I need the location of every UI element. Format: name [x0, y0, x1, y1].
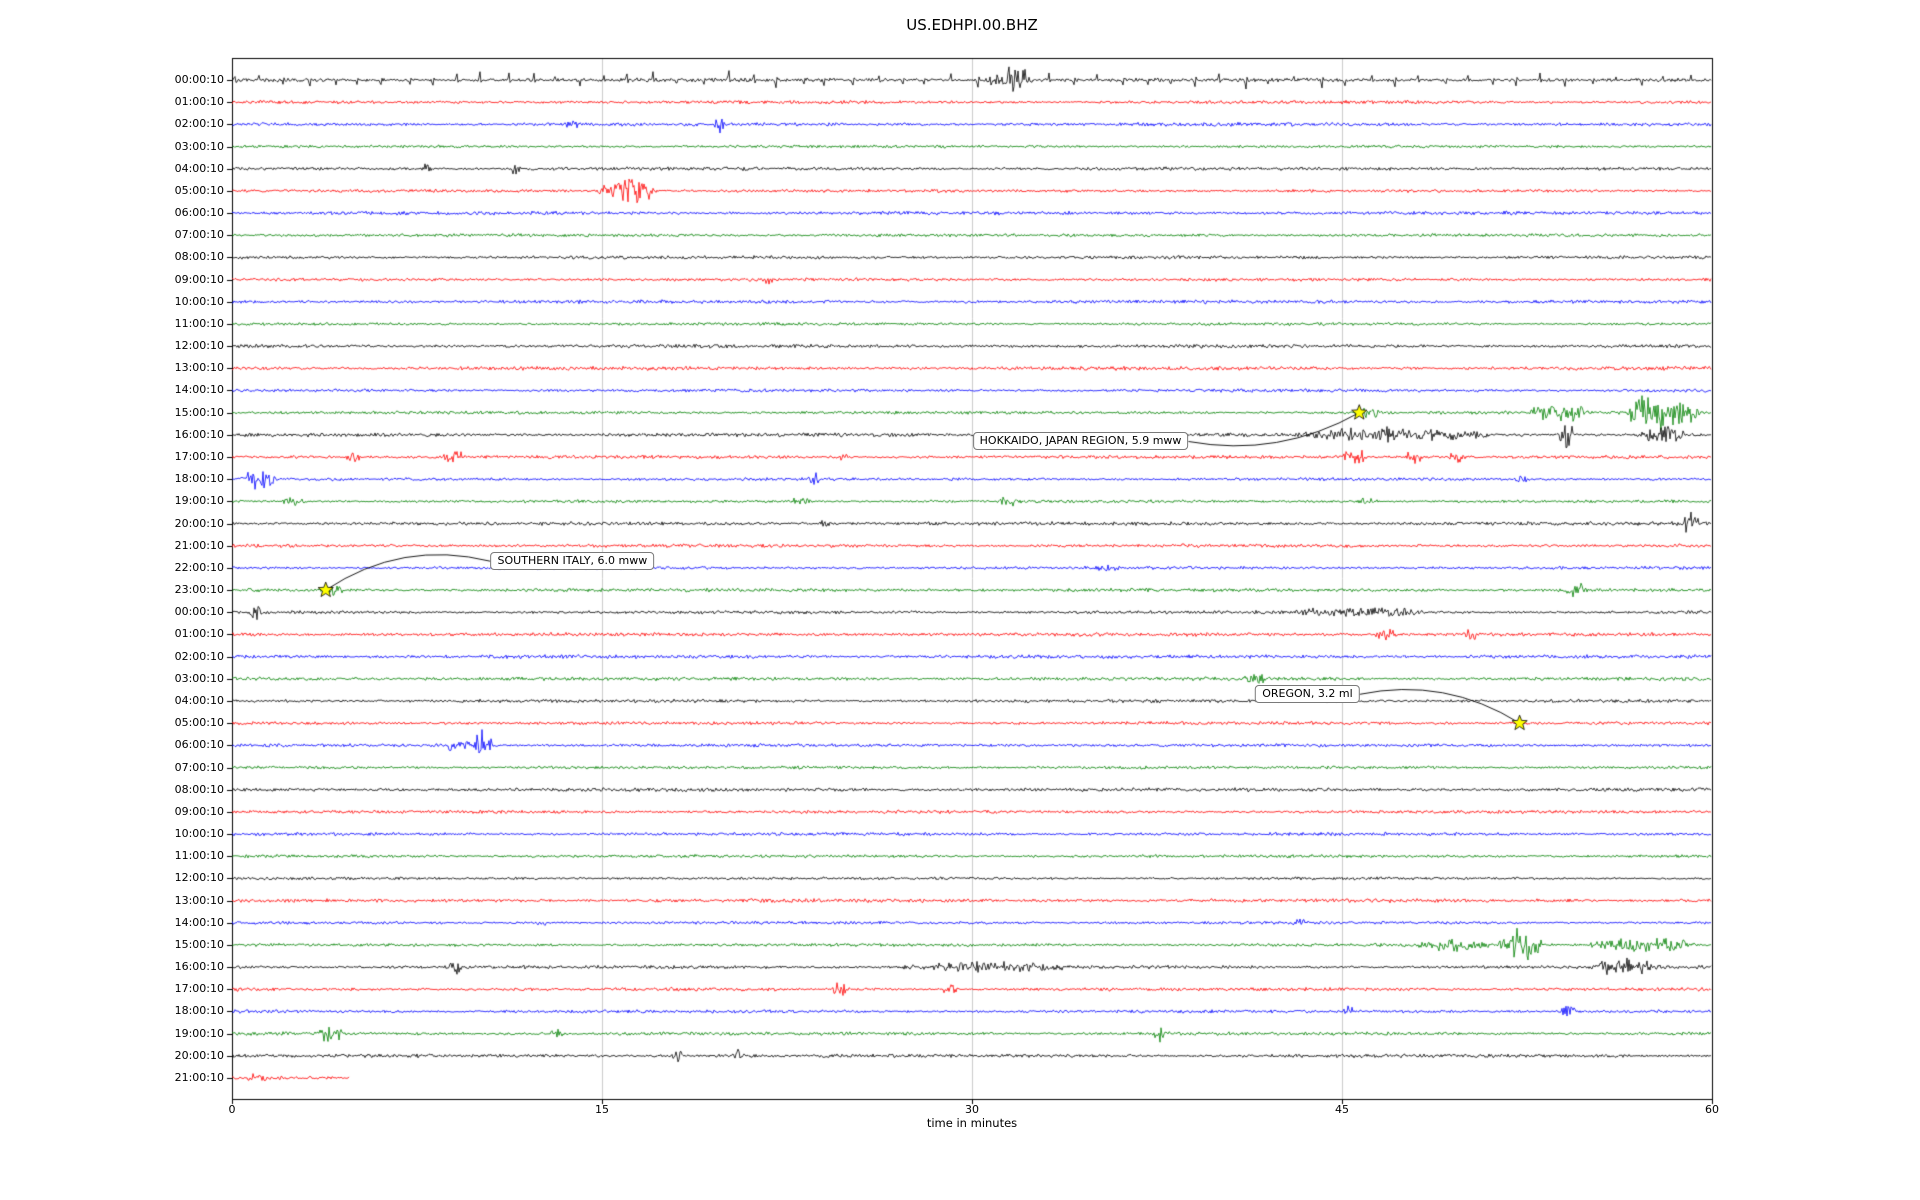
row-time-label: 04:00:10 [174, 161, 224, 175]
row-time-label: 01:00:10 [174, 95, 224, 109]
row-time-label: 06:00:10 [174, 206, 224, 220]
row-time-label: 20:00:10 [174, 1048, 224, 1062]
row-time-label: 07:00:10 [174, 760, 224, 774]
row-time-label: 17:00:10 [174, 982, 224, 996]
x-tick-label: 60 [1705, 1103, 1719, 1116]
row-time-label: 17:00:10 [174, 450, 224, 464]
row-time-label: 18:00:10 [174, 472, 224, 486]
row-time-label: 03:00:10 [174, 139, 224, 153]
row-time-label: 13:00:10 [174, 893, 224, 907]
row-time-label: 15:00:10 [174, 405, 224, 419]
row-time-label: 09:00:10 [174, 804, 224, 818]
row-time-label: 21:00:10 [174, 538, 224, 552]
row-time-label: 05:00:10 [174, 183, 224, 197]
row-time-label: 19:00:10 [174, 494, 224, 508]
row-time-label: 20:00:10 [174, 516, 224, 530]
x-tick-label: 15 [595, 1103, 609, 1116]
row-time-label: 04:00:10 [174, 693, 224, 707]
row-time-label: 18:00:10 [174, 1004, 224, 1018]
row-time-label: 13:00:10 [174, 361, 224, 375]
row-time-label: 02:00:10 [174, 649, 224, 663]
row-time-label: 00:00:10 [174, 73, 224, 86]
row-time-label: 03:00:10 [174, 671, 224, 685]
row-time-label: 09:00:10 [174, 272, 224, 286]
row-time-label: 00:00:10 [174, 605, 224, 619]
row-time-label: 07:00:10 [174, 228, 224, 242]
row-time-label: 11:00:10 [174, 849, 224, 863]
row-time-label: 16:00:10 [174, 960, 224, 974]
row-time-label: 12:00:10 [174, 871, 224, 885]
event-annotation: OREGON, 3.2 ml [1255, 685, 1360, 704]
row-time-label: 21:00:10 [174, 1071, 224, 1084]
x-tick-label: 30 [965, 1103, 979, 1116]
x-tick-label: 0 [228, 1103, 236, 1116]
row-time-label: 10:00:10 [174, 294, 224, 308]
row-time-label: 08:00:10 [174, 250, 224, 264]
row-time-label: 11:00:10 [174, 316, 224, 330]
row-time-label: 10:00:10 [174, 827, 224, 841]
x-tick-label: 45 [1335, 1103, 1349, 1116]
row-time-label: 05:00:10 [174, 716, 224, 730]
row-time-label: 23:00:10 [174, 583, 224, 597]
row-time-label: 14:00:10 [174, 915, 224, 929]
row-time-label: 02:00:10 [174, 117, 224, 131]
event-annotation: SOUTHERN ITALY, 6.0 mww [490, 552, 655, 571]
row-time-label: 14:00:10 [174, 383, 224, 397]
event-annotation: HOKKAIDO, JAPAN REGION, 5.9 mww [972, 432, 1189, 451]
row-time-label: 08:00:10 [174, 782, 224, 796]
row-time-label: 19:00:10 [174, 1026, 224, 1040]
row-time-label: 12:00:10 [174, 339, 224, 353]
row-time-label: 16:00:10 [174, 427, 224, 441]
row-time-label: 22:00:10 [174, 560, 224, 574]
row-time-label: 01:00:10 [174, 627, 224, 641]
plot-title: US.EDHPI.00.BHZ [906, 16, 1038, 34]
row-time-label: 06:00:10 [174, 738, 224, 752]
row-time-label: 15:00:10 [174, 937, 224, 951]
x-axis-label: time in minutes [926, 1116, 1018, 1130]
